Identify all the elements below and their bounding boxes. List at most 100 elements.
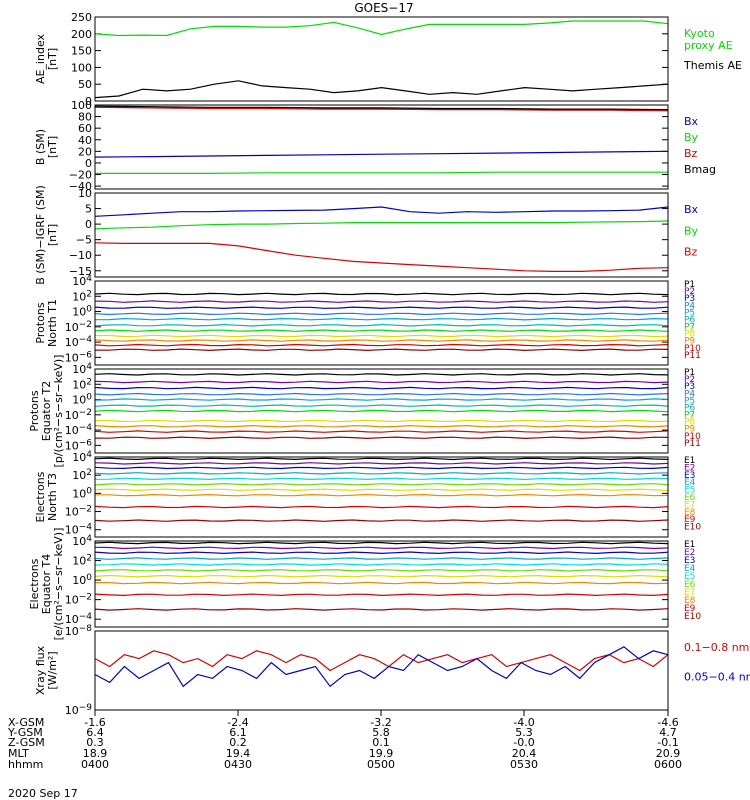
panel-bigrf: B (SM)−IGRF (SM) [nT] −15 −10 −5 0 5 10 Bx By Bz — [34, 185, 699, 285]
legend-bigrf-1: By — [684, 224, 699, 237]
series-line-e_equator-8 — [94, 593, 669, 597]
footer-value: 19.4 — [226, 747, 251, 760]
legend-e_equator-2: E3 — [684, 556, 695, 566]
ytick-label-e_equator-2: 100 — [72, 573, 92, 587]
panel-e_north: Electrons North T3 10−4 10−2 100 102 104 E1E2E3… — [34, 450, 701, 538]
ytick-label-p_equator-2: 10−2 — [65, 408, 92, 422]
series-line-e_equator-1 — [94, 546, 669, 550]
series-line-e_north-7 — [95, 493, 669, 497]
series-line-e_equator-5 — [94, 568, 669, 572]
ytick-label-bsm-7: 100 — [71, 99, 92, 112]
series-line-e_equator-3 — [94, 557, 669, 560]
ytick-label-bigrf-5: 10 — [78, 187, 92, 200]
series-line-p_north-6 — [94, 329, 669, 332]
series-line-p_north-2 — [94, 306, 669, 310]
ytick-label-e_north-0: 10−4 — [65, 523, 93, 537]
series-line-e_equator-4 — [94, 563, 669, 566]
legend-e_north-0: E1 — [684, 456, 695, 466]
legend-p_north-5: P6 — [684, 315, 695, 325]
footer-row-label: X-GSM — [8, 716, 44, 729]
footer-value: 18.9 — [83, 747, 108, 760]
legend-p_equator-1: P2 — [684, 375, 695, 385]
footer-value: 20.4 — [512, 747, 537, 760]
series-line-bsm-2 — [94, 106, 669, 112]
ytick-label-xray-0: 10−9 — [65, 703, 93, 717]
panel-p_equator: Protons Equator T2 [p/(cm²−s−sr−keV)] 10−61… — [28, 355, 701, 468]
series-line-bsm-3 — [94, 105, 669, 111]
ytick-label-bigrf-2: −5 — [76, 234, 92, 247]
ytick-label-ae-4: 200 — [71, 28, 92, 41]
ylabel-e_equator-2: [e/(cm²−s−sr−keV)] — [52, 528, 65, 641]
legend-p_north-8: P9 — [684, 337, 695, 347]
footer-value: 4.7 — [659, 726, 677, 739]
ytick-label-p_north-1: 10−4 — [65, 335, 93, 349]
legend-e_equator-1: E2 — [684, 548, 695, 558]
legend-bigrf-2: Bz — [684, 246, 698, 259]
legend-p_north-3: P4 — [684, 301, 695, 311]
series-line-p_equator-8 — [94, 424, 669, 428]
footer-value: -0.0 — [513, 736, 534, 749]
series-line-p_equator-0 — [94, 373, 669, 376]
panel-frame-xray — [94, 630, 669, 711]
ytick-label-xray-1: 10−8 — [65, 624, 93, 638]
series-line-e_north-9 — [94, 519, 669, 522]
legend-ae-1: Themis AE — [683, 59, 742, 72]
footer-value: 0400 — [81, 758, 109, 771]
ylabel-ae-0: AE_index — [34, 33, 47, 84]
ylabel-p_north-0: Protons — [34, 302, 47, 343]
legend-e_equator-0: E1 — [684, 540, 695, 550]
series-line-p_north-10 — [94, 348, 669, 352]
legend-e_north-1: E2 — [684, 463, 695, 473]
legend-p_equator-0: P1 — [684, 368, 695, 378]
series-line-p_north-1 — [94, 300, 669, 303]
series-line-p_north-0 — [94, 292, 669, 296]
series-line-e_equator-0 — [94, 541, 669, 545]
series-line-p_equator-10 — [94, 436, 669, 440]
legend-p_equator-4: P5 — [684, 396, 695, 406]
panel-frame-e_equator — [94, 540, 669, 628]
series-line-p_equator-9 — [94, 430, 669, 433]
ylabel-xray-0: Xray flux — [34, 645, 47, 695]
legend-bsm-0: Bx — [684, 115, 699, 128]
ytick-label-bigrf-4: 5 — [85, 203, 92, 216]
legend-e_north-3: E4 — [684, 478, 696, 488]
series-line-bigrf-1 — [94, 220, 669, 230]
plot-title: GOES−17 — [354, 1, 413, 15]
legend-e_equator-3: E4 — [684, 564, 696, 574]
ytick-label-ae-1: 50 — [78, 78, 92, 91]
legend-e_north-6: E7 — [684, 500, 695, 510]
footer-value: -0.1 — [657, 736, 678, 749]
series-line-e_equator-9 — [94, 608, 669, 611]
ytick-label-p_north-0: 10−6 — [65, 350, 93, 364]
ytick-label-p_equator-4: 102 — [72, 377, 92, 391]
series-line-p_north-4 — [94, 317, 669, 321]
ytick-label-p_north-4: 102 — [72, 289, 92, 303]
ytick-label-bsm-4: 40 — [78, 134, 92, 147]
series-line-e_north-6 — [94, 488, 669, 492]
legend-p_north-0: P1 — [684, 280, 695, 290]
legend-p_north-4: P5 — [684, 308, 695, 318]
legend-bsm-1: By — [684, 131, 699, 144]
series-line-p_equator-3 — [94, 392, 669, 396]
legend-e_north-2: E3 — [684, 471, 695, 481]
panel-frame-bigrf — [94, 192, 669, 278]
panel-frame-bsm — [94, 104, 669, 190]
ytick-label-bigrf-1: −10 — [69, 249, 92, 262]
ytick-label-bsm-2: 0 — [85, 157, 92, 170]
ylabel-p_equator-0: Protons — [28, 390, 41, 431]
footer-value: 20.9 — [656, 747, 681, 760]
footer-value: 19.9 — [369, 747, 394, 760]
ytick-label-e_north-3: 102 — [72, 468, 92, 482]
series-line-p_equator-5 — [94, 404, 669, 407]
ylabel-xray-1: [W/m²] — [46, 651, 59, 689]
series-line-p_north-7 — [95, 334, 669, 338]
footer-value: 6.4 — [86, 726, 104, 739]
footer-value: 5.8 — [372, 726, 390, 739]
series-line-p_equator-7 — [95, 419, 669, 423]
ytick-label-p_equator-5: 104 — [72, 362, 92, 376]
series-line-e_north-1 — [94, 462, 669, 465]
ytick-label-p_equator-3: 100 — [72, 393, 92, 407]
ytick-label-e_equator-0: 10−4 — [65, 612, 93, 626]
ytick-label-p_north-3: 100 — [72, 305, 92, 319]
